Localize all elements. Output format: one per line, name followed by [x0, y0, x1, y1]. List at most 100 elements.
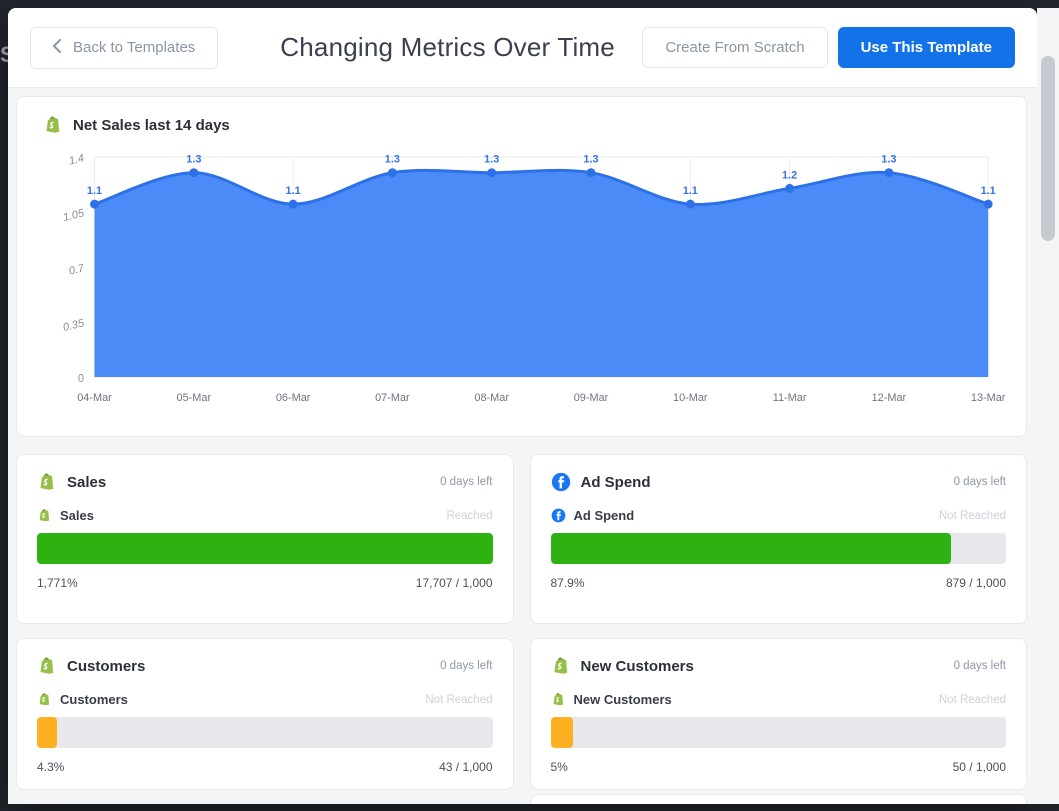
svg-text:1.3: 1.3 — [484, 154, 499, 166]
progress-fill — [37, 533, 493, 564]
template-content: Net Sales last 14 days 0 0.35 0.7 1.05 1.4 04… — [8, 88, 1037, 804]
use-this-template-button[interactable]: Use This Template — [837, 27, 1015, 68]
facebook-icon — [551, 508, 566, 523]
progress-percent-label: 5% — [550, 760, 568, 774]
days-left-label: 0 days left — [440, 476, 493, 488]
metric-row: Customers Not Reached — [37, 692, 493, 707]
create-from-scratch-button[interactable]: Create From Scratch — [642, 27, 828, 68]
svg-text:05-Mar: 05-Mar — [177, 392, 212, 404]
progress-bar — [550, 717, 1006, 748]
back-to-templates-button[interactable]: Back to Templates — [30, 26, 219, 69]
goal-card-sales: Sales 0 days left Sales Reached 1,771% 1… — [16, 454, 514, 624]
page-scrollbar[interactable] — [1037, 8, 1059, 804]
shopify-icon — [37, 692, 52, 707]
metric-label: Customers — [60, 692, 128, 707]
shopify-icon — [37, 508, 52, 523]
metric-label: Sales — [60, 508, 94, 523]
svg-text:0: 0 — [77, 372, 86, 385]
svg-text:1.2: 1.2 — [782, 169, 797, 181]
shopify-icon — [551, 656, 571, 676]
facebook-icon — [551, 472, 571, 492]
scrollbar-thumb[interactable] — [1041, 56, 1055, 241]
progress-footer: 1,771% 17,707 / 1,000 — [37, 576, 493, 590]
svg-text:04-Mar: 04-Mar — [77, 392, 112, 404]
goal-card-title: New Customers — [580, 657, 694, 675]
metric-row: Ad Spend Not Reached — [551, 508, 1006, 523]
goal-card-new-customers: New Customers 0 days left New Customers … — [529, 638, 1027, 790]
svg-text:1.1: 1.1 — [683, 185, 698, 197]
progress-footer: 5% 50 / 1,000 — [551, 760, 1007, 774]
metric-row: New Customers Not Reached — [551, 692, 1006, 707]
svg-text:1.1: 1.1 — [286, 185, 301, 197]
svg-text:11-Mar: 11-Mar — [773, 392, 807, 404]
progress-bar — [37, 533, 493, 564]
svg-text:1.05: 1.05 — [62, 207, 86, 224]
status-label: Not Reached — [938, 509, 1006, 522]
svg-text:1.3: 1.3 — [186, 154, 201, 166]
svg-text:1.3: 1.3 — [881, 154, 896, 166]
modal-header: Back to Templates Changing Metrics Over … — [8, 8, 1037, 88]
progress-bar — [550, 533, 1006, 564]
progress-fill — [550, 533, 951, 564]
progress-fill — [37, 717, 57, 748]
days-left-label: 0 days left — [953, 660, 1006, 672]
svg-text:1.3: 1.3 — [583, 154, 598, 166]
status-label: Reached — [446, 509, 493, 522]
metric-row: Sales Reached — [37, 508, 493, 523]
progress-target-label: 17,707 / 1,000 — [415, 576, 493, 590]
net-sales-chart-card: Net Sales last 14 days 0 0.35 0.7 1.05 1.4 04… — [16, 96, 1027, 437]
progress-percent-label: 87.9% — [550, 576, 585, 590]
chevron-left-icon — [53, 38, 61, 57]
days-left-label: 0 days left — [953, 476, 1006, 488]
svg-text:1.3: 1.3 — [385, 154, 400, 166]
status-label: Not Reached — [425, 693, 493, 706]
svg-text:1.1: 1.1 — [981, 185, 996, 197]
progress-percent-label: 4.3% — [37, 760, 65, 774]
shopify-icon — [37, 472, 57, 492]
back-button-label: Back to Templates — [73, 39, 196, 56]
goal-card-header: Sales 0 days left — [37, 472, 493, 492]
progress-target-label: 43 / 1,000 — [439, 760, 493, 774]
shopify-icon — [43, 115, 63, 135]
next-row-peek — [16, 794, 1027, 804]
progress-fill — [550, 717, 574, 748]
status-label: Not Reached — [938, 693, 1006, 706]
progress-footer: 4.3% 43 / 1,000 — [37, 760, 493, 774]
metric-label: Ad Spend — [573, 508, 635, 523]
svg-text:1.4: 1.4 — [68, 152, 86, 167]
goal-card-title: Customers — [67, 657, 146, 675]
goal-card-ad-spend: Ad Spend 0 days left Ad Spend Not Reache… — [529, 454, 1027, 624]
progress-target-label: 879 / 1,000 — [945, 576, 1006, 590]
svg-text:0.35: 0.35 — [62, 317, 86, 334]
progress-bar — [37, 717, 493, 748]
background-clipped-text: S — [0, 42, 8, 67]
svg-text:09-Mar: 09-Mar — [574, 392, 609, 404]
goal-card-customers: Customers 0 days left Customers Not Reac… — [16, 638, 514, 790]
svg-text:07-Mar: 07-Mar — [375, 392, 410, 404]
page-title: Changing Metrics Over Time — [280, 32, 615, 62]
chart-card-header: Net Sales last 14 days — [29, 113, 1012, 137]
svg-text:06-Mar: 06-Mar — [276, 392, 311, 404]
svg-text:12-Mar: 12-Mar — [872, 392, 907, 404]
net-sales-area-chart: 0 0.35 0.7 1.05 1.4 04-Mar 05-Mar 06-Mar 07-Mar 0… — [62, 152, 1006, 404]
goal-card-title: Sales — [67, 473, 107, 491]
svg-text:0.7: 0.7 — [68, 262, 86, 278]
template-preview-modal: Back to Templates Changing Metrics Over … — [8, 8, 1037, 804]
goal-card-header: Ad Spend 0 days left — [551, 472, 1006, 492]
progress-footer: 87.9% 879 / 1,000 — [551, 576, 1007, 590]
header-actions: Create From Scratch Use This Template — [642, 27, 1015, 68]
shopify-icon — [37, 656, 57, 676]
next-card-peek — [529, 794, 1027, 804]
svg-text:10-Mar: 10-Mar — [673, 392, 708, 404]
goal-card-header: Customers 0 days left — [37, 656, 493, 676]
svg-text:08-Mar: 08-Mar — [474, 392, 509, 404]
metric-label: New Customers — [573, 692, 672, 707]
shopify-icon — [551, 692, 566, 707]
svg-text:1.1: 1.1 — [87, 185, 102, 197]
chart-title: Net Sales last 14 days — [73, 116, 230, 134]
progress-percent-label: 1,771% — [37, 576, 78, 590]
goal-card-title: Ad Spend — [580, 473, 651, 491]
next-row-spacer — [16, 794, 514, 804]
days-left-label: 0 days left — [440, 660, 493, 672]
progress-target-label: 50 / 1,000 — [952, 760, 1006, 774]
